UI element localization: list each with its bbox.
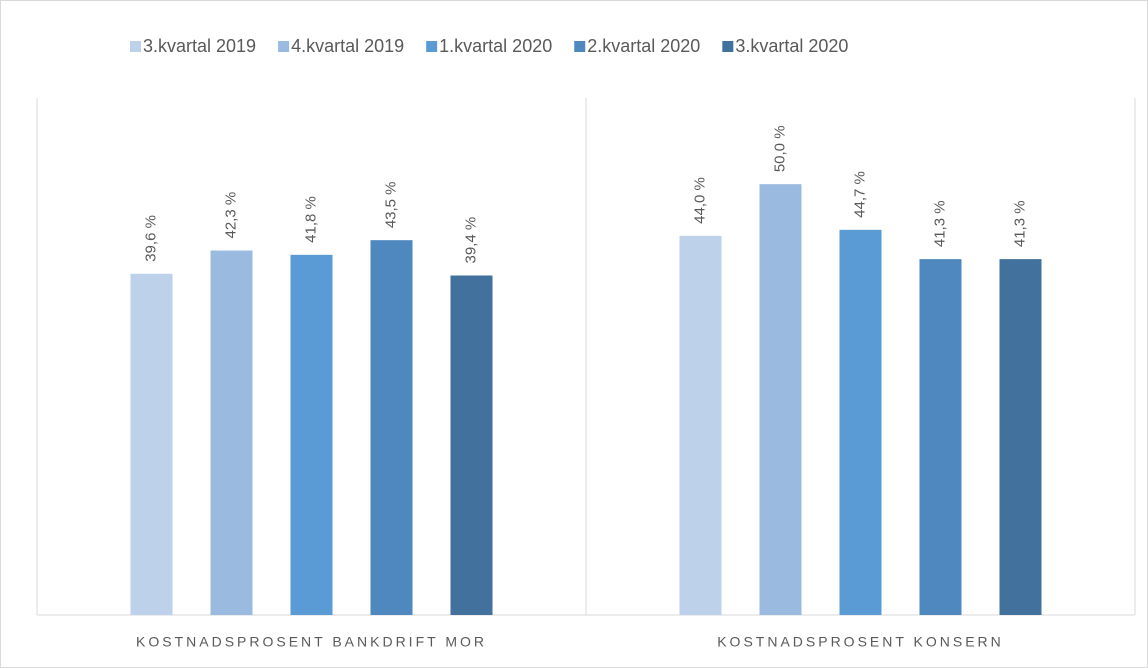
data-label: 44,7 % [851, 171, 868, 218]
bar [370, 240, 413, 616]
legend-swatch [130, 41, 141, 52]
bar [919, 259, 962, 615]
legend-swatch [574, 41, 586, 52]
legend-label: 3.kvartal 2019 [143, 36, 256, 56]
data-label: 41,8 % [302, 196, 319, 243]
bar [130, 273, 173, 615]
data-label: 41,3 % [931, 200, 948, 247]
data-label: 39,6 % [142, 215, 159, 262]
x-tick-label: KOSTNADSPROSENT KONSERN [717, 634, 1004, 650]
legend-label: 2.kvartal 2020 [587, 36, 700, 56]
data-label: 41,3 % [1011, 200, 1028, 247]
legend-label: 4.kvartal 2019 [291, 36, 404, 56]
legend-swatch [722, 41, 734, 52]
legend-swatch [278, 41, 290, 52]
data-label: 39,4 % [462, 217, 479, 264]
data-label: 42,3 % [222, 192, 239, 239]
bar [839, 229, 882, 615]
bar [210, 250, 253, 615]
bar [759, 184, 802, 615]
bar [450, 275, 493, 615]
bar [679, 235, 722, 615]
data-label: 43,5 % [382, 181, 399, 228]
legend-label: 1.kvartal 2020 [439, 36, 552, 56]
data-label: 44,0 % [691, 177, 708, 224]
data-label: 50,0 % [771, 125, 788, 172]
legend-swatch [426, 41, 438, 52]
x-tick-label: KOSTNADSPROSENT BANKDRIFT MOR [136, 634, 487, 650]
bar [290, 254, 333, 615]
legend-label: 3.kvartal 2020 [735, 36, 848, 56]
bar [999, 259, 1042, 615]
